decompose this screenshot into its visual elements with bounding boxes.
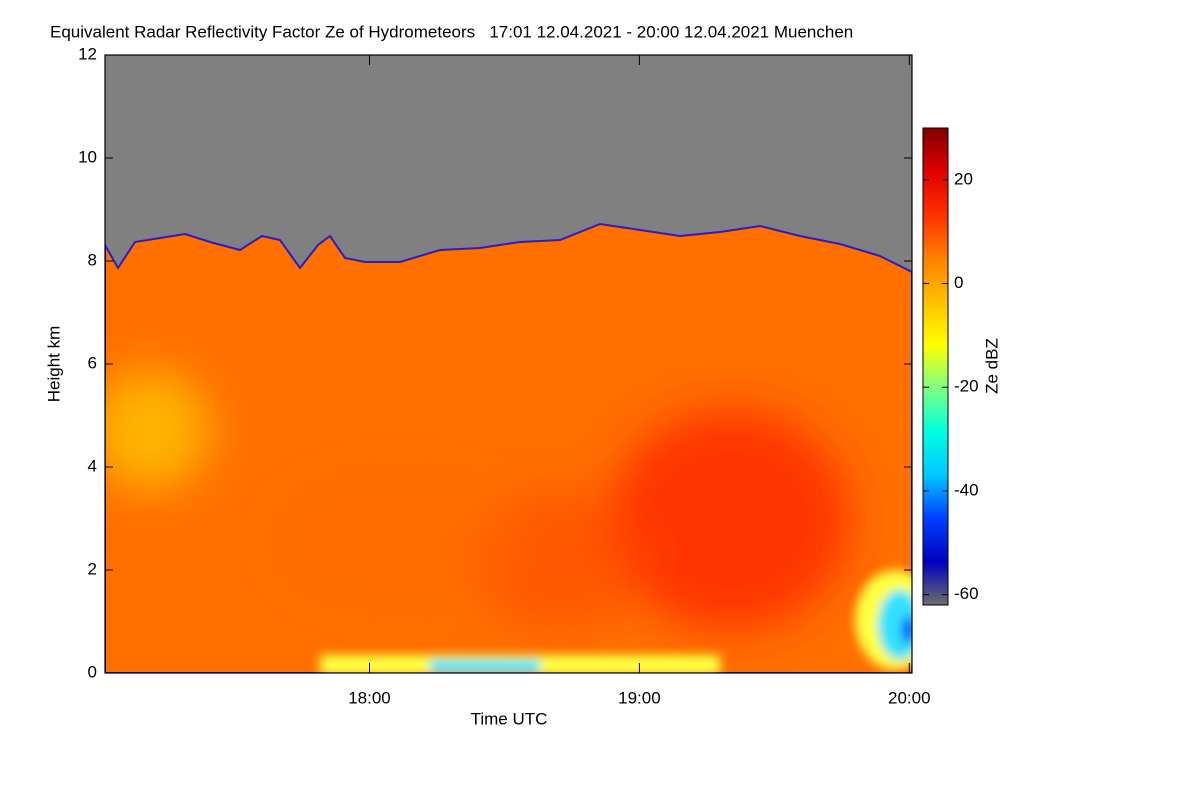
y-tick-label: 10	[78, 147, 97, 166]
echo-structure	[105, 370, 850, 630]
colorbar-tick-label: -40	[954, 480, 979, 499]
x-tick-label: 19:00	[618, 688, 661, 707]
y-tick-label: 2	[88, 559, 97, 578]
x-tick-label: 18:00	[348, 688, 391, 707]
colorbar-tick-label: 20	[954, 169, 973, 188]
colorbar	[922, 127, 949, 606]
colorbar-tick-label: -60	[954, 584, 979, 603]
colorbar-tick-label: -20	[954, 377, 979, 396]
x-tick-label: 20:00	[888, 688, 931, 707]
x-axis-label: Time UTC	[471, 709, 548, 728]
y-tick-label: 8	[88, 250, 97, 269]
y-tick-label: 6	[88, 353, 97, 372]
y-tick-label: 0	[88, 662, 97, 681]
y-tick-label: 4	[88, 456, 97, 475]
chart-title: Equivalent Radar Reflectivity Factor Ze …	[50, 22, 853, 41]
y-axis-label: Height km	[44, 326, 63, 403]
y-tick-label: 12	[78, 44, 97, 63]
colorbar-tick-label: 0	[954, 273, 963, 292]
echo-edges	[320, 570, 912, 673]
colorbar-label: Ze dBZ	[982, 338, 1001, 394]
heatmap-field	[105, 55, 912, 673]
